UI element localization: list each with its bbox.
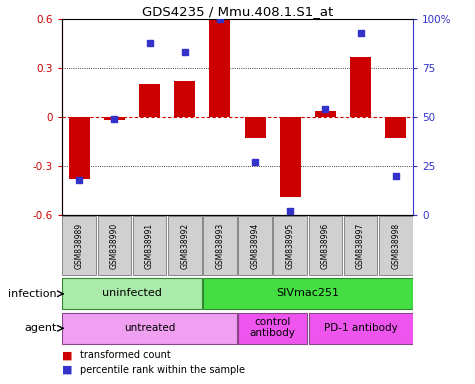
- Text: SIVmac251: SIVmac251: [276, 288, 339, 298]
- Text: transformed count: transformed count: [80, 350, 171, 360]
- Text: GSM838989: GSM838989: [75, 223, 84, 269]
- Bar: [174, 81, 195, 117]
- Bar: [238, 216, 272, 275]
- Text: control
antibody: control antibody: [250, 317, 295, 338]
- Text: GSM838994: GSM838994: [251, 223, 259, 269]
- Bar: [69, 117, 90, 179]
- Text: percentile rank within the sample: percentile rank within the sample: [80, 365, 245, 375]
- Text: GSM838991: GSM838991: [145, 223, 154, 269]
- Point: [76, 177, 83, 183]
- Bar: [62, 278, 202, 310]
- Point: [146, 40, 153, 46]
- Point: [181, 50, 189, 56]
- Text: GSM838997: GSM838997: [356, 223, 365, 269]
- Bar: [379, 216, 413, 275]
- Bar: [308, 216, 342, 275]
- Text: ■: ■: [62, 365, 72, 375]
- Bar: [97, 216, 132, 275]
- Bar: [308, 313, 413, 344]
- Bar: [62, 216, 96, 275]
- Bar: [315, 111, 336, 117]
- Bar: [203, 216, 237, 275]
- Text: GSM838993: GSM838993: [216, 223, 224, 269]
- Text: uninfected: uninfected: [102, 288, 162, 298]
- Text: GSM838996: GSM838996: [321, 223, 330, 269]
- Bar: [280, 117, 301, 197]
- Text: GSM838990: GSM838990: [110, 223, 119, 269]
- Text: GSM838995: GSM838995: [286, 223, 294, 269]
- Point: [357, 30, 364, 36]
- Title: GDS4235 / Mmu.408.1.S1_at: GDS4235 / Mmu.408.1.S1_at: [142, 5, 333, 18]
- Text: PD-1 antibody: PD-1 antibody: [323, 323, 398, 333]
- Bar: [245, 117, 266, 138]
- Bar: [273, 216, 307, 275]
- Bar: [133, 216, 167, 275]
- Text: ■: ■: [62, 350, 72, 360]
- Bar: [139, 84, 160, 117]
- Text: agent: agent: [25, 323, 57, 333]
- Bar: [385, 117, 406, 138]
- Point: [392, 173, 399, 179]
- Bar: [350, 57, 371, 117]
- Point: [322, 106, 329, 113]
- Text: infection: infection: [9, 289, 57, 299]
- Bar: [238, 313, 307, 344]
- Point: [286, 208, 294, 214]
- Text: untreated: untreated: [124, 323, 175, 333]
- Bar: [203, 278, 413, 310]
- Point: [251, 159, 259, 165]
- Bar: [343, 216, 378, 275]
- Text: GSM838992: GSM838992: [180, 223, 189, 269]
- Text: GSM838998: GSM838998: [391, 223, 400, 269]
- Point: [216, 16, 224, 22]
- Bar: [168, 216, 202, 275]
- Point: [111, 116, 118, 122]
- Bar: [104, 117, 125, 121]
- Bar: [62, 313, 237, 344]
- Bar: [209, 20, 230, 117]
